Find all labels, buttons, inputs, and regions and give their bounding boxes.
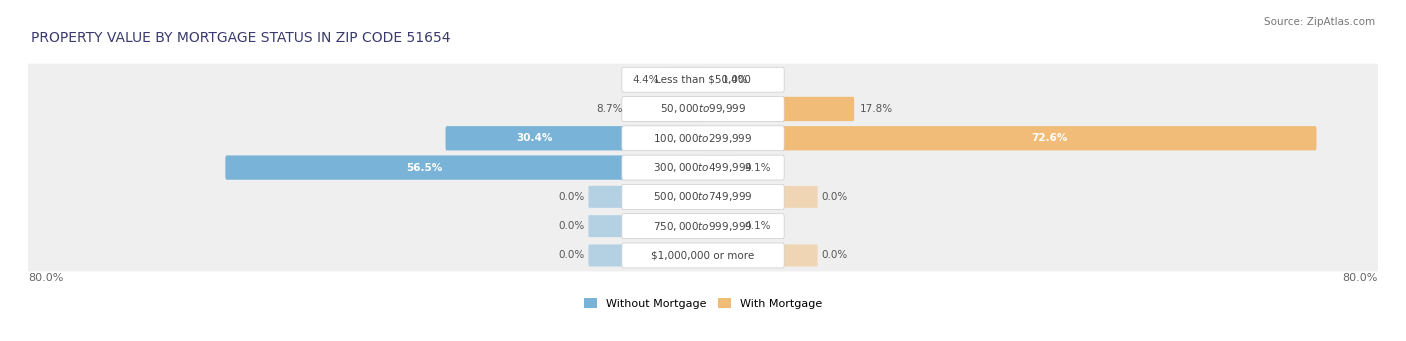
FancyBboxPatch shape: [18, 93, 1388, 125]
FancyBboxPatch shape: [589, 244, 623, 266]
FancyBboxPatch shape: [18, 122, 1388, 154]
FancyBboxPatch shape: [621, 243, 785, 268]
Text: PROPERTY VALUE BY MORTGAGE STATUS IN ZIP CODE 51654: PROPERTY VALUE BY MORTGAGE STATUS IN ZIP…: [31, 31, 450, 45]
FancyBboxPatch shape: [621, 67, 785, 92]
FancyBboxPatch shape: [621, 214, 785, 239]
FancyBboxPatch shape: [446, 126, 624, 150]
FancyBboxPatch shape: [621, 97, 785, 121]
FancyBboxPatch shape: [18, 239, 1388, 271]
FancyBboxPatch shape: [628, 97, 704, 121]
Text: 0.0%: 0.0%: [558, 250, 585, 261]
FancyBboxPatch shape: [589, 215, 623, 237]
Text: 0.0%: 0.0%: [821, 250, 848, 261]
Legend: Without Mortgage, With Mortgage: Without Mortgage, With Mortgage: [579, 294, 827, 313]
FancyBboxPatch shape: [702, 68, 716, 92]
Text: 0.0%: 0.0%: [821, 192, 848, 202]
FancyBboxPatch shape: [783, 244, 817, 266]
Text: 72.6%: 72.6%: [1031, 133, 1067, 143]
FancyBboxPatch shape: [702, 155, 738, 180]
FancyBboxPatch shape: [18, 152, 1388, 183]
Text: Source: ZipAtlas.com: Source: ZipAtlas.com: [1264, 17, 1375, 27]
Text: 0.0%: 0.0%: [558, 192, 585, 202]
Text: 17.8%: 17.8%: [860, 104, 893, 114]
Text: $100,000 to $299,999: $100,000 to $299,999: [654, 132, 752, 145]
Text: $1,000,000 or more: $1,000,000 or more: [651, 250, 755, 261]
FancyBboxPatch shape: [621, 155, 785, 180]
FancyBboxPatch shape: [621, 126, 785, 151]
Text: 1.4%: 1.4%: [721, 75, 748, 85]
Text: 8.7%: 8.7%: [596, 104, 623, 114]
Text: 0.0%: 0.0%: [558, 221, 585, 231]
FancyBboxPatch shape: [702, 214, 738, 238]
FancyBboxPatch shape: [782, 126, 1316, 150]
Text: $750,000 to $999,999: $750,000 to $999,999: [654, 220, 752, 233]
Text: Less than $50,000: Less than $50,000: [655, 75, 751, 85]
FancyBboxPatch shape: [18, 64, 1388, 96]
Text: 4.1%: 4.1%: [744, 221, 770, 231]
Text: 80.0%: 80.0%: [28, 272, 63, 283]
Text: $500,000 to $749,999: $500,000 to $749,999: [654, 190, 752, 203]
Text: $50,000 to $99,999: $50,000 to $99,999: [659, 103, 747, 116]
FancyBboxPatch shape: [589, 186, 623, 208]
FancyBboxPatch shape: [18, 181, 1388, 213]
Text: 30.4%: 30.4%: [516, 133, 553, 143]
FancyBboxPatch shape: [621, 184, 785, 209]
FancyBboxPatch shape: [225, 155, 624, 180]
FancyBboxPatch shape: [782, 97, 855, 121]
FancyBboxPatch shape: [665, 68, 704, 92]
Text: 4.4%: 4.4%: [633, 75, 659, 85]
FancyBboxPatch shape: [783, 186, 817, 208]
FancyBboxPatch shape: [18, 210, 1388, 242]
Text: 4.1%: 4.1%: [744, 163, 770, 173]
Text: $300,000 to $499,999: $300,000 to $499,999: [654, 161, 752, 174]
Text: 56.5%: 56.5%: [406, 163, 443, 173]
Text: 80.0%: 80.0%: [1343, 272, 1378, 283]
